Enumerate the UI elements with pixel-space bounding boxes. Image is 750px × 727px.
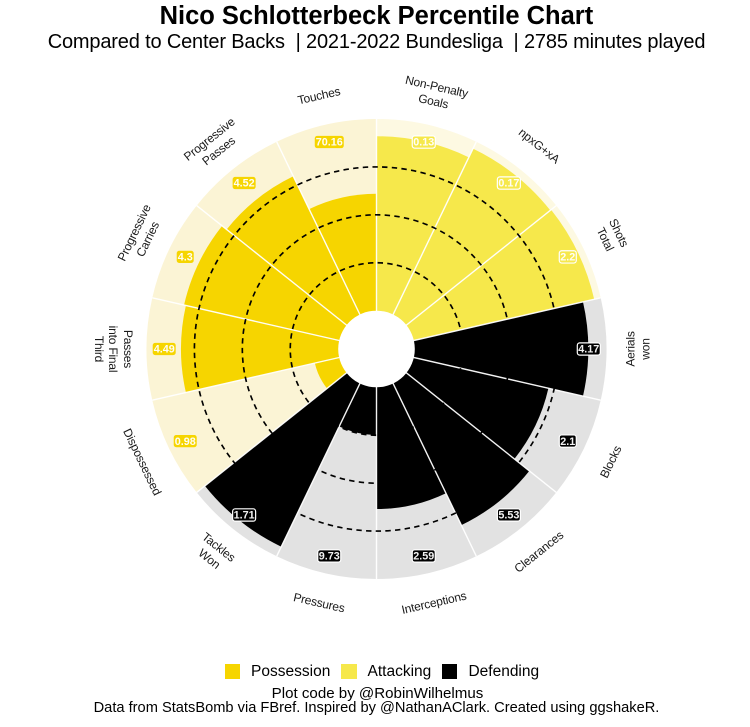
svg-text:4.17: 4.17 <box>578 344 599 356</box>
svg-text:70.16: 70.16 <box>316 137 343 149</box>
svg-text:1.71: 1.71 <box>234 510 255 522</box>
svg-text:0.98: 0.98 <box>175 436 196 448</box>
svg-text:4.3: 4.3 <box>178 252 193 264</box>
svg-text:2.1: 2.1 <box>560 436 575 448</box>
svg-text:4.49: 4.49 <box>154 344 175 356</box>
svg-text:2.59: 2.59 <box>413 551 434 563</box>
svg-text:2.2: 2.2 <box>560 252 575 264</box>
svg-text:5.53: 5.53 <box>498 510 519 522</box>
svg-text:0.13: 0.13 <box>413 137 434 149</box>
svg-text:4.52: 4.52 <box>234 178 255 190</box>
svg-text:0.17: 0.17 <box>498 178 519 190</box>
svg-text:9.73: 9.73 <box>319 551 340 563</box>
